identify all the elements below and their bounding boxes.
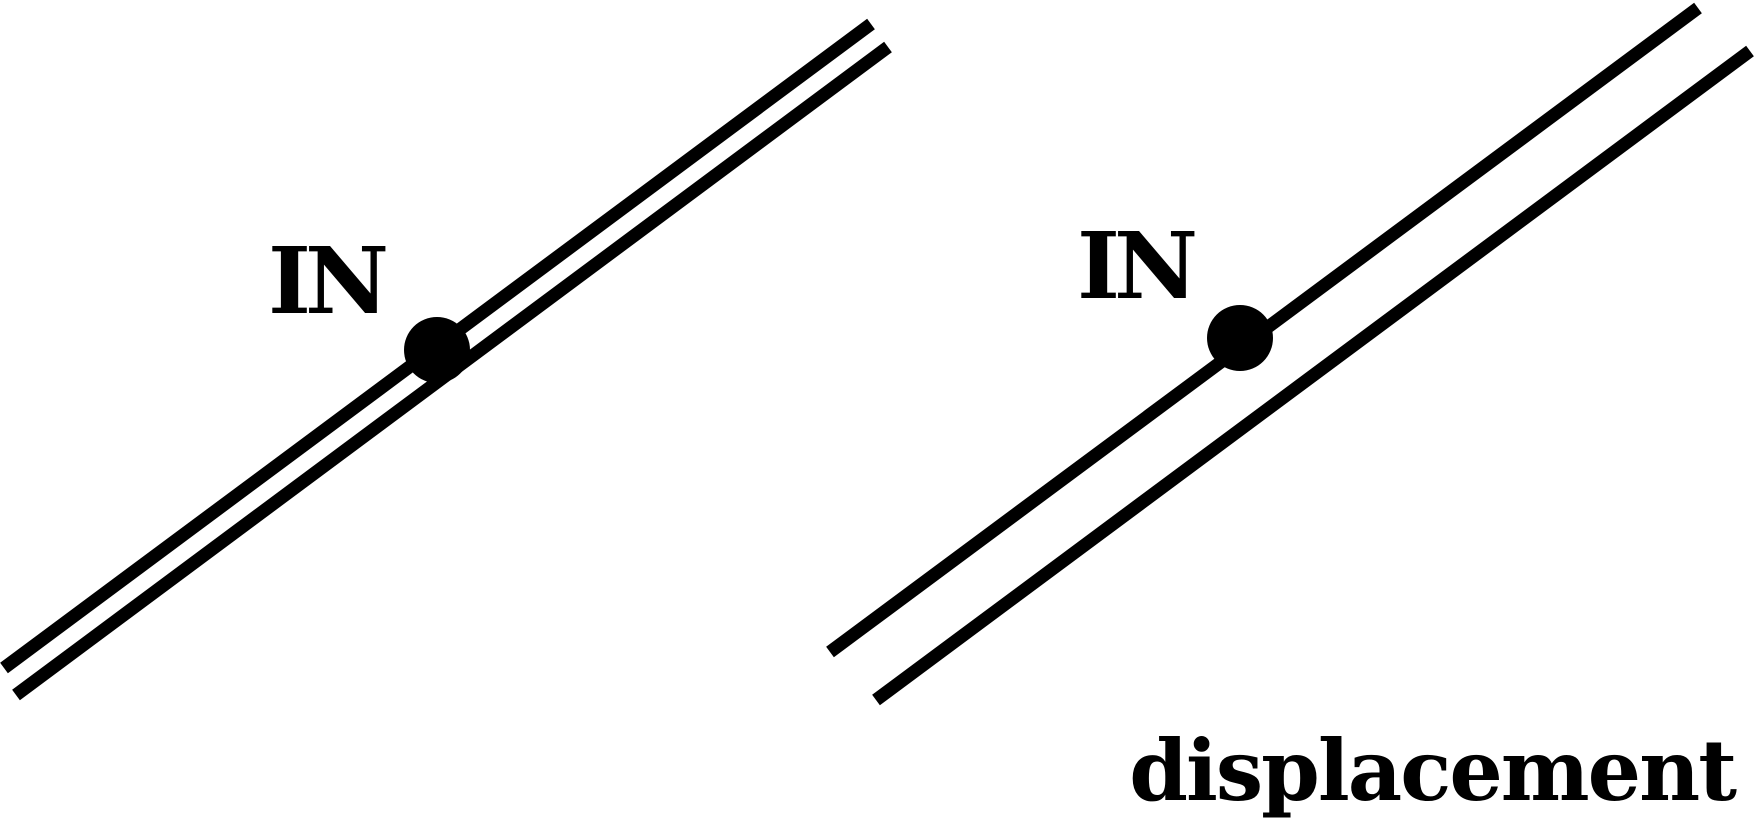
- right-panel: IN: [826, 2, 1754, 706]
- left-panel: IN: [0, 18, 892, 701]
- right-panel-lower-line: [872, 45, 1754, 706]
- right-panel-label: IN: [1077, 212, 1195, 320]
- caption: displacement: [1129, 721, 1737, 820]
- left-panel-label: IN: [268, 227, 386, 335]
- left-panel-dot: [404, 317, 470, 383]
- right-panel-dot: [1207, 305, 1273, 371]
